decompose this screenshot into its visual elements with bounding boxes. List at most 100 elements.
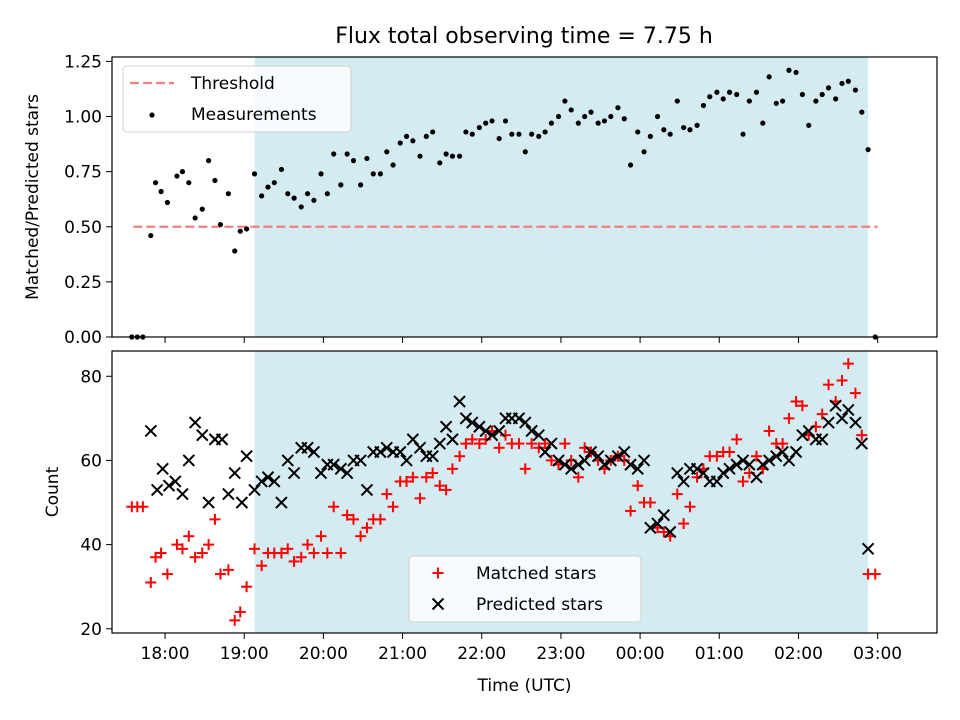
matched-star-point bbox=[658, 526, 670, 538]
measurement-point bbox=[720, 96, 726, 102]
legend-measurement-swatch bbox=[149, 112, 155, 118]
matched-star-point bbox=[282, 543, 294, 555]
measurement-point bbox=[298, 204, 304, 210]
predicted-star-point bbox=[637, 454, 651, 467]
matched-star-point bbox=[155, 547, 167, 559]
matched-star-point bbox=[203, 539, 215, 551]
measurement-point bbox=[806, 122, 812, 128]
measurement-point bbox=[205, 158, 212, 164]
predicted-star-point bbox=[584, 445, 598, 459]
legend-marker bbox=[431, 597, 445, 611]
measurement-point bbox=[647, 133, 653, 139]
matched-star-point bbox=[427, 467, 439, 479]
measurement-point bbox=[654, 113, 661, 120]
predicted-star-point bbox=[169, 475, 182, 488]
measurement-point bbox=[813, 98, 819, 104]
measurement-point bbox=[714, 89, 720, 95]
matched-star-point bbox=[374, 513, 386, 525]
y-tick-label: 20 bbox=[80, 620, 102, 640]
predicted-star-point bbox=[261, 471, 275, 484]
measurement-point bbox=[251, 171, 258, 177]
matched-star-point bbox=[750, 450, 762, 462]
measurement-point bbox=[496, 135, 502, 142]
measurement-point bbox=[746, 98, 752, 104]
predicted-star-point bbox=[301, 441, 314, 455]
x-tick-label: 01:00 bbox=[695, 644, 744, 664]
matched-star-point bbox=[454, 450, 466, 462]
measurement-point bbox=[793, 69, 799, 76]
matched-star-point bbox=[321, 547, 333, 559]
measurement-point bbox=[641, 149, 647, 155]
matched-star-point bbox=[420, 471, 432, 483]
matched-star-point bbox=[137, 501, 149, 513]
measurement-point bbox=[271, 180, 277, 186]
matched-star-point bbox=[315, 530, 327, 542]
predicted-star-point bbox=[762, 454, 776, 467]
measurement-point bbox=[635, 129, 641, 135]
matched-star-point bbox=[355, 530, 367, 542]
predicted-star-point bbox=[307, 445, 321, 459]
matched-star-point bbox=[480, 433, 492, 445]
x-tick-label: 21:00 bbox=[378, 644, 427, 664]
matched-star-point bbox=[644, 497, 656, 509]
ratio-legend-box bbox=[122, 65, 352, 133]
predicted-star-point bbox=[723, 462, 736, 476]
measurement-point bbox=[456, 153, 463, 159]
y-tick-label: 0.00 bbox=[64, 328, 102, 348]
predicted-star-point bbox=[611, 450, 625, 463]
measurement-point bbox=[390, 162, 396, 168]
measurement-point bbox=[364, 155, 370, 162]
predicted-star-point bbox=[156, 462, 169, 476]
matched-star-point bbox=[302, 539, 314, 551]
predicted-star-point bbox=[439, 420, 453, 433]
predicted-star-point bbox=[144, 424, 158, 438]
predicted-star-point bbox=[604, 454, 618, 467]
measurement-point bbox=[773, 100, 779, 106]
measurement-point bbox=[681, 124, 687, 131]
predicted-star-point bbox=[657, 508, 671, 522]
predicted-star-point bbox=[287, 466, 301, 480]
matched-star-point bbox=[189, 551, 201, 563]
predicted-star-point bbox=[796, 428, 809, 442]
predicted-star-point bbox=[743, 458, 756, 471]
predicted-star-point bbox=[479, 424, 492, 438]
measurement-point bbox=[568, 107, 574, 113]
predicted-star-point bbox=[162, 479, 176, 492]
count-panel: 20 40 60 80 18:00 19:00 20:00 21:00 22:00 23:00 0… bbox=[43, 350, 938, 696]
measurement-point bbox=[760, 120, 766, 126]
predicted-star-point bbox=[459, 412, 473, 425]
matched-star-point bbox=[183, 530, 195, 542]
predicted-star-point bbox=[268, 475, 281, 488]
matched-star-point bbox=[145, 576, 157, 588]
measurement-point bbox=[786, 67, 792, 73]
matched-star-point bbox=[171, 539, 183, 551]
matched-star-point bbox=[176, 543, 188, 555]
x-tick-label: 23:00 bbox=[536, 644, 585, 664]
matched-star-point bbox=[625, 505, 637, 517]
legend-measurement-label: Measurements bbox=[191, 105, 317, 125]
measurement-point bbox=[370, 171, 376, 177]
legend-predicted-swatch bbox=[431, 597, 445, 611]
matched-star-point bbox=[737, 475, 749, 487]
predicted-star-point bbox=[492, 424, 506, 438]
measurement-point bbox=[799, 91, 806, 98]
predicted-star-point bbox=[182, 454, 196, 467]
measurement-point bbox=[516, 131, 522, 137]
predicted-star-point bbox=[413, 441, 427, 455]
predicted-star-point bbox=[598, 458, 611, 471]
matched-star-point bbox=[711, 450, 723, 462]
measurement-point bbox=[243, 226, 250, 232]
predicted-star-point bbox=[453, 395, 466, 408]
measurement-point bbox=[449, 153, 456, 159]
measurement-point bbox=[217, 221, 224, 228]
measurement-point bbox=[152, 180, 159, 186]
measurement-point bbox=[522, 149, 528, 155]
measurement-point bbox=[555, 113, 562, 120]
predicted-star-point bbox=[663, 525, 677, 539]
measurement-point bbox=[661, 127, 667, 133]
measurement-point bbox=[344, 151, 350, 157]
measurement-point bbox=[687, 127, 693, 133]
predicted-star-point bbox=[393, 445, 407, 459]
predicted-star-point bbox=[545, 437, 558, 450]
matched-star-point bbox=[275, 547, 287, 559]
